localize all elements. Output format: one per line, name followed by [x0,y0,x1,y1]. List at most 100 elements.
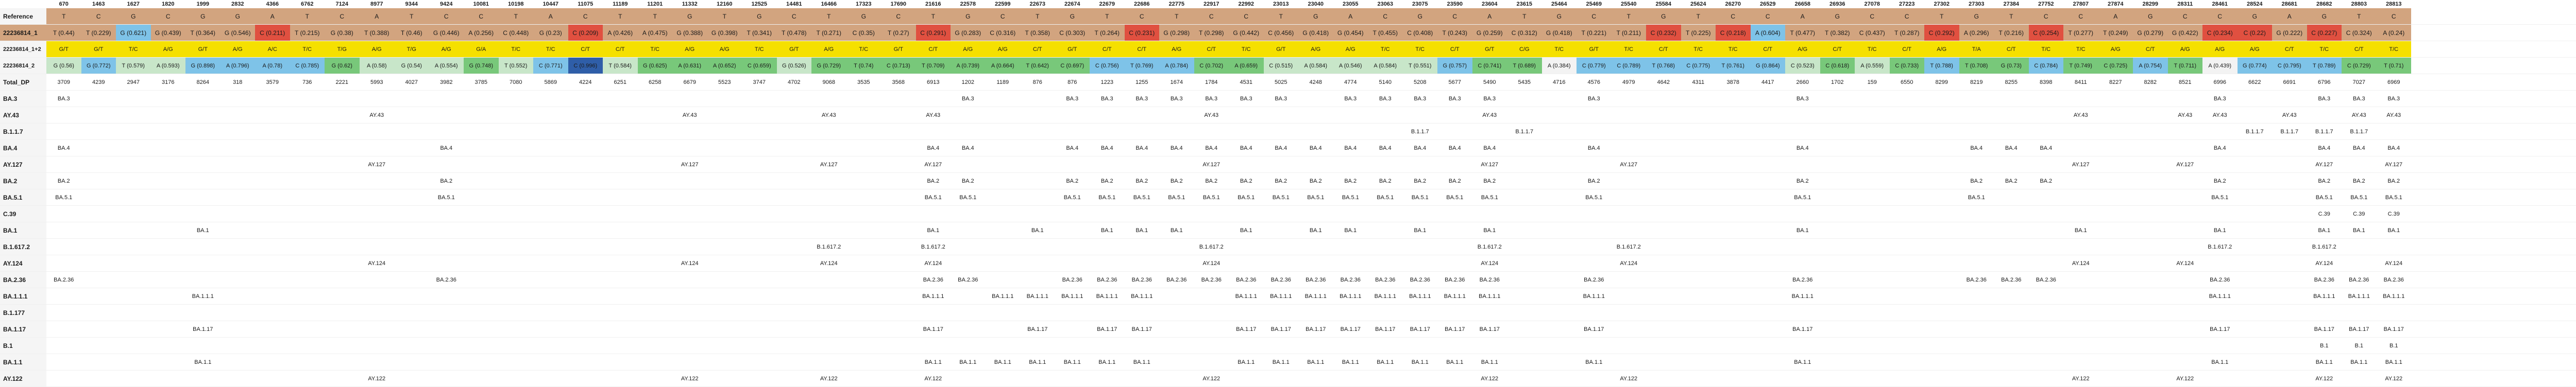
grid-cell[interactable] [394,107,429,123]
grid-cell[interactable]: A/G [2237,41,2272,57]
grid-cell[interactable]: BA.2 [2213,178,2226,184]
grid-cell[interactable]: C [1194,8,1229,24]
grid-cell[interactable]: BA.1.17 [2383,326,2404,332]
grid-cell[interactable]: T [498,8,533,24]
grid-cell[interactable] [2098,371,2133,386]
grid-cell[interactable] [151,91,186,107]
grid-cell[interactable]: BA.1.1.1 [1026,293,1048,300]
grid-cell[interactable] [290,156,325,172]
grid-cell[interactable] [2342,156,2377,172]
grid-cell[interactable] [1055,371,1090,386]
grid-cell[interactable]: 2660 [1796,79,1809,85]
grid-cell[interactable] [1507,189,1542,205]
grid-cell[interactable] [499,156,534,172]
grid-cell[interactable] [846,156,882,172]
grid-cell[interactable] [1472,206,1507,222]
grid-cell[interactable] [986,91,1021,107]
grid-cell[interactable]: BA.4 [1170,145,1183,151]
grid-cell[interactable] [255,305,290,321]
grid-cell[interactable] [1612,107,1647,123]
grid-cell[interactable] [986,107,1021,123]
grid-cell[interactable] [1437,371,1472,386]
grid-cell[interactable]: BA.4 [57,145,70,151]
grid-cell[interactable] [1507,91,1542,107]
grid-cell[interactable]: BA.1.1.1 [1479,293,1501,300]
grid-cell[interactable] [951,107,986,123]
grid-cell[interactable]: A (0.754) [2133,58,2168,74]
grid-cell[interactable] [1333,156,1368,172]
grid-cell[interactable] [672,321,707,337]
grid-cell[interactable]: G [1541,8,1577,24]
grid-cell[interactable]: BA.2 [2040,178,2053,184]
grid-cell[interactable] [1646,189,1681,205]
grid-cell[interactable] [2238,272,2273,288]
grid-cell[interactable] [46,288,81,304]
position-header[interactable]: 27874 [2107,1,2124,7]
grid-cell[interactable]: BA.1.1.1 [1061,293,1083,300]
grid-cell[interactable]: C [985,8,1020,24]
grid-cell[interactable]: BA.1.1 [994,359,1011,365]
grid-cell[interactable] [1820,338,1855,354]
grid-cell[interactable] [2168,338,2203,354]
grid-cell[interactable]: T/C [2028,41,2063,57]
grid-cell[interactable] [1507,140,1542,156]
grid-cell[interactable] [151,255,186,271]
grid-cell[interactable] [638,173,673,189]
grid-cell[interactable] [1890,156,1925,172]
grid-cell[interactable]: C [325,8,360,24]
position-header[interactable]: 28813 [2385,1,2402,7]
grid-cell[interactable] [1716,206,1751,222]
grid-cell[interactable] [2238,222,2273,238]
grid-cell[interactable]: 8227 [2109,79,2122,85]
grid-cell[interactable]: AY.43 [821,112,836,118]
grid-cell[interactable]: C [1437,8,1472,24]
grid-cell[interactable] [777,156,812,172]
grid-cell[interactable] [325,107,360,123]
grid-cell[interactable] [1681,206,1716,222]
grid-cell[interactable] [986,124,1021,139]
grid-cell[interactable] [2098,272,2133,288]
grid-cell[interactable]: T (0.455) [1368,25,1403,41]
grid-cell[interactable]: G (0.625) [637,58,672,74]
grid-cell[interactable] [116,91,151,107]
grid-cell[interactable] [603,371,638,386]
grid-cell[interactable] [1924,354,1959,370]
grid-cell[interactable] [1959,156,1994,172]
grid-cell[interactable] [185,371,221,386]
grid-cell[interactable] [325,288,360,304]
grid-cell[interactable] [951,239,986,255]
grid-cell[interactable] [742,222,777,238]
grid-cell[interactable] [464,338,499,354]
position-header[interactable]: 9344 [405,1,418,7]
grid-cell[interactable] [2272,354,2307,370]
grid-cell[interactable]: C (0.292) [1924,25,1959,41]
grid-cell[interactable] [499,371,534,386]
grid-cell[interactable] [1542,272,1577,288]
grid-cell[interactable]: A (0.475) [637,25,672,41]
grid-cell[interactable] [916,124,951,139]
grid-cell[interactable] [185,91,221,107]
grid-cell[interactable] [742,91,777,107]
grid-cell[interactable]: BA.1.1 [1481,359,1498,365]
grid-cell[interactable] [1055,206,1090,222]
grid-cell[interactable] [116,321,151,337]
grid-cell[interactable]: BA.1.17 [1792,326,1813,332]
grid-cell[interactable]: C (0.316) [985,25,1020,41]
grid-cell[interactable] [1751,206,1786,222]
grid-cell[interactable] [1507,206,1542,222]
grid-cell[interactable]: B.1 [2389,342,2398,349]
grid-cell[interactable]: C [1368,8,1403,24]
grid-cell[interactable] [1507,338,1542,354]
grid-cell[interactable] [1612,288,1647,304]
grid-cell[interactable]: T/C [1716,41,1751,57]
grid-cell[interactable] [325,255,360,271]
grid-cell[interactable] [1751,288,1786,304]
grid-cell[interactable]: C/T [2272,41,2307,57]
grid-cell[interactable]: C (0.789) [1611,58,1646,74]
grid-cell[interactable] [1994,305,2029,321]
grid-cell[interactable]: BA.3 [1066,95,1079,102]
grid-cell[interactable]: T/C [533,41,568,57]
grid-cell[interactable]: 318 [233,79,243,85]
grid-cell[interactable]: BA.4 [2005,145,2018,151]
grid-cell[interactable]: BA.1.1.1 [1270,293,1292,300]
